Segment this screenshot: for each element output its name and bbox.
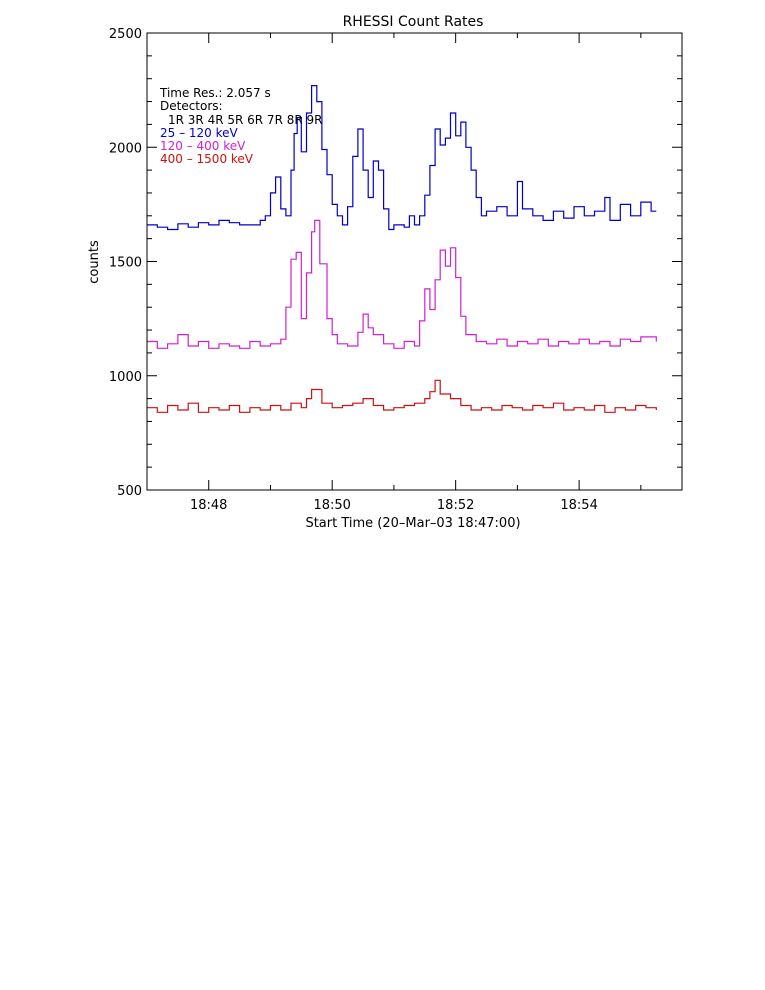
y-tick-label: 500: [117, 484, 142, 499]
y-tick-label: 2500: [109, 27, 142, 42]
series-layer: [147, 85, 657, 413]
legend-entry-1: 120 – 400 keV: [160, 139, 246, 153]
y-tick-label: 1500: [109, 256, 142, 271]
x-tick-label: 18:48: [190, 498, 227, 513]
series-line-0: [147, 85, 657, 231]
time-resolution-label: Time Res.: 2.057 s: [159, 86, 271, 100]
y-tick-label: 2000: [109, 141, 142, 156]
detectors-list: 1R 3R 4R 5R 6R 7R 8R 9R: [168, 113, 322, 127]
y-axis-label: counts: [87, 240, 102, 284]
series-line-1: [147, 219, 657, 349]
detectors-label: Detectors:: [160, 99, 223, 113]
chart-title: RHESSI Count Rates: [343, 14, 484, 30]
legend-entry-0: 25 – 120 keV: [160, 126, 239, 140]
x-tick-label: 18:50: [313, 498, 350, 513]
x-tick-label: 18:52: [437, 498, 474, 513]
legend-entry-2: 400 – 1500 keV: [160, 152, 254, 166]
x-axis-label: Start Time (20–Mar–03 18:47:00): [305, 516, 520, 531]
ticks-layer: 500 1000 1500 2000 2500 18:48 18:50 18:52 18:54: [109, 27, 682, 513]
y-tick-label: 1000: [109, 370, 142, 385]
series-line-2: [147, 379, 657, 413]
annotation-block: Time Res.: 2.057 s Detectors: 1R 3R 4R 5…: [159, 86, 322, 127]
x-tick-label: 18:54: [560, 498, 597, 513]
